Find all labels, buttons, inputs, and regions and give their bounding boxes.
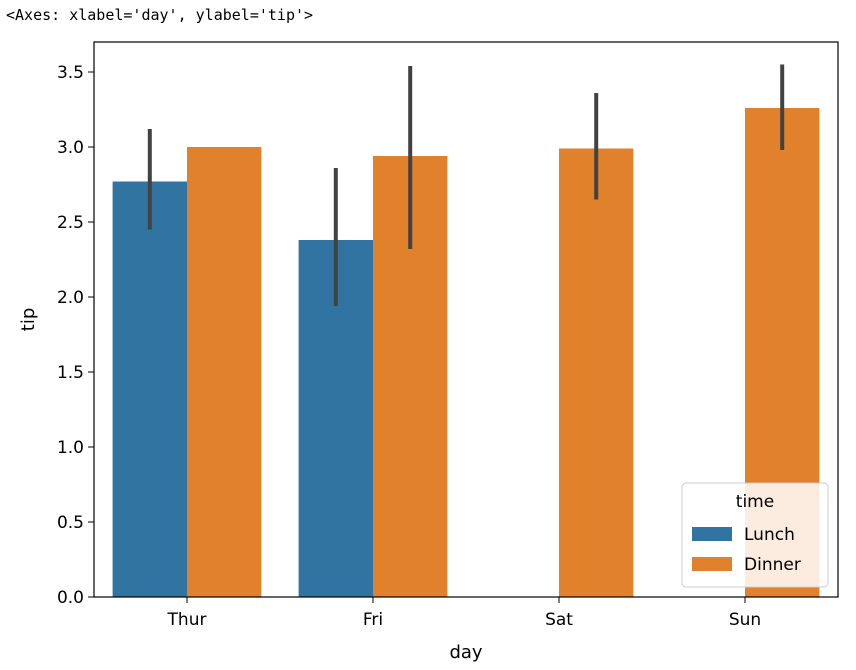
cell-output-repr: <Axes: xlabel='day', ylabel='tip'> (6, 6, 314, 24)
y-tick-label: 1.5 (57, 363, 84, 383)
legend-title: time (736, 492, 774, 512)
bar-dinner-sat (559, 148, 634, 597)
legend-label-lunch: Lunch (744, 525, 795, 545)
x-axis-ticks: Thur Fri Sat Sun (167, 597, 761, 630)
bar-lunch-thur (112, 181, 187, 597)
x-axis-label: day (449, 642, 482, 663)
y-axis-label: tip (18, 308, 39, 331)
x-tick-label: Sat (545, 610, 573, 630)
x-tick-label: Thur (167, 610, 207, 630)
x-tick-label: Sun (729, 610, 761, 630)
legend-swatch-lunch (692, 527, 732, 541)
y-tick-label: 2.5 (57, 213, 84, 233)
y-tick-label: 0.0 (57, 588, 84, 608)
legend: time Lunch Dinner (681, 482, 829, 588)
y-tick-label: 2.0 (57, 288, 84, 308)
errorbar-layer (147, 64, 785, 306)
bar-dinner-thur (187, 147, 262, 597)
y-tick-label: 0.5 (57, 513, 84, 533)
y-tick-label: 3.0 (57, 138, 84, 158)
legend-label-dinner: Dinner (744, 555, 801, 575)
axes-frame (93, 41, 839, 598)
y-axis-ticks: 0.0 0.5 1.0 1.5 2.0 2.5 3.0 3.5 (57, 63, 94, 608)
legend-swatch-dinner (692, 557, 732, 571)
y-tick-label: 1.0 (57, 438, 84, 458)
x-tick-label: Fri (363, 610, 383, 630)
y-tick-label: 3.5 (57, 63, 84, 83)
